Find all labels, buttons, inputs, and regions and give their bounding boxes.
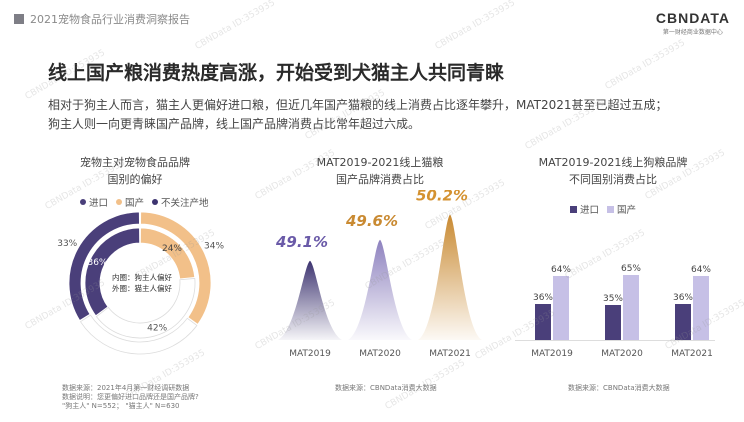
peaks-title-line-2: 国产品牌消费占比	[336, 173, 424, 186]
peak-mat2020	[348, 239, 412, 340]
peak-data-label: 49.6%	[345, 212, 398, 230]
peak-category-label: MAT2021	[429, 349, 471, 359]
bar-title-line-2: 不同国别消费占比	[569, 173, 657, 186]
legend-label: 进口	[580, 205, 600, 216]
bar-category-label: MAT2021	[671, 349, 713, 359]
donut-data-label: 34%	[204, 241, 224, 251]
bar-mat2019-import	[535, 304, 551, 340]
donut-slice-outer-2	[79, 314, 198, 355]
donut-center-text: 外圈：猫主人偏好	[112, 283, 172, 293]
note-sample: "狗主人" N=552； "猫主人" N=630	[62, 402, 180, 410]
note-source: 数据来源：CBNData消费大数据	[335, 384, 437, 392]
note-question: 数据说明：您更偏好进口品牌还是国产品牌?	[62, 393, 199, 401]
note-source: 数据来源：CBNData消费大数据	[568, 384, 670, 392]
donut-title-line-1: 宠物主对宠物食品品牌	[80, 156, 190, 169]
peaks-title-line-1: MAT2019-2021线上猫粮	[316, 156, 444, 169]
donut-data-label: 33%	[57, 239, 77, 249]
donut-data-label: 36%	[87, 258, 107, 268]
donut-data-label: 42%	[147, 323, 167, 333]
logo-text: CBNDATA	[655, 10, 730, 26]
peak-mat2021	[418, 214, 482, 340]
legend-dot-icon	[152, 199, 159, 205]
peak-category-label: MAT2020	[359, 349, 401, 359]
legend-item-import: 进口	[570, 202, 599, 216]
donut-slice-inner-1	[139, 227, 196, 280]
watermark-text: CBNData ID:353935	[433, 0, 517, 52]
donut-slice-inner-2	[95, 278, 196, 339]
bar-mat2019-domestic	[553, 276, 569, 340]
donut-title-line-2: 国别的偏好	[107, 173, 163, 186]
legend-item-domestic: 国产	[607, 202, 636, 216]
bar-mat2020-import	[605, 305, 621, 340]
bar-data-label: 36%	[533, 293, 553, 303]
header-square-icon	[14, 14, 24, 24]
legend-dot-icon	[80, 199, 86, 205]
peak-data-label: 50.2%	[416, 190, 468, 205]
bar-category-label: MAT2019	[531, 349, 573, 359]
page-headline: 线上国产粮消费热度高涨，开始受到犬猫主人共同青睐	[48, 62, 505, 84]
summary-text: 相对于狗主人而言，猫主人更偏好进口粮，但近几年国产猫粮的线上消费占比逐年攀升，M…	[48, 96, 728, 134]
legend-square-icon	[607, 205, 615, 213]
bar-mat2021-domestic	[693, 276, 709, 340]
donut-notes: 数据来源：2021年4月第一财经调研数据 数据说明：您更偏好进口品牌还是国产品牌…	[62, 384, 262, 411]
summary-line-1: 相对于狗主人而言，猫主人更偏好进口粮，但近几年国产猫粮的线上消费占比逐年攀升，M…	[48, 98, 668, 112]
bar-category-label: MAT2020	[601, 349, 643, 359]
bar-data-label: 65%	[621, 264, 641, 274]
bar-data-label: 64%	[691, 265, 711, 275]
cbndata-logo: CBNDATA 第一财经商业数据中心	[656, 10, 730, 36]
donut-slice-outer-0	[68, 211, 140, 322]
bar-mat2020-domestic	[623, 275, 639, 340]
bar-legend: 进口 国产	[570, 202, 636, 216]
bar-data-label: 64%	[551, 265, 571, 275]
bar-data-label: 35%	[603, 294, 623, 304]
donut-data-label: 24%	[162, 244, 182, 254]
summary-line-2: 狗主人则一向更青睐国产品牌，线上国产品牌消费占比常年超过六成。	[48, 117, 421, 131]
legend-item-import: 进口	[80, 195, 108, 209]
donut-slice-outer-1	[140, 211, 212, 325]
peaks-notes: 数据来源：CBNData消费大数据	[335, 384, 495, 393]
peak-data-label: 49.1%	[275, 233, 328, 251]
donut-center-text: 内圈：狗主人偏好	[112, 272, 172, 282]
bar-mat2021-import	[675, 304, 691, 340]
note-source: 数据来源：2021年4月第一财经调研数据	[62, 384, 190, 392]
donut-legend: 进口 国产 不关注产地	[80, 195, 209, 209]
legend-label: 国产	[617, 205, 637, 216]
watermark-text: CBNData ID:353935	[603, 38, 687, 92]
bar-notes: 数据来源：CBNData消费大数据	[568, 384, 728, 393]
watermark-text: CBNData ID:353935	[193, 0, 277, 52]
report-title: 2021宠物食品行业消费洞察报告	[30, 13, 190, 26]
peak-mat2019	[278, 260, 342, 340]
grouped-bar-chart: 36% 64% MAT2019 35% 65% MAT2020 36% 64% MAT2021	[515, 264, 715, 359]
legend-square-icon	[570, 205, 577, 213]
bar-data-label: 36%	[673, 293, 693, 303]
donut-slice-inner-0	[84, 227, 141, 317]
legend-label: 国产	[125, 198, 145, 209]
legend-dot-icon	[116, 199, 123, 205]
legend-item-indifferent: 不关注产地	[152, 195, 209, 209]
peak-category-label: MAT2019	[289, 349, 331, 359]
bar-title-line-1: MAT2019-2021线上狗粮品牌	[538, 156, 688, 169]
peaks-chart: 49.1% MAT2019 49.6% MAT2020 50.2% MAT2021	[275, 190, 482, 359]
donut-title: 宠物主对宠物食品品牌 国别的偏好	[40, 154, 230, 188]
legend-label: 进口	[89, 198, 109, 209]
peaks-title: MAT2019-2021线上猫粮 国产品牌消费占比	[285, 154, 475, 188]
bar-title: MAT2019-2021线上狗粮品牌 不同国别消费占比	[508, 154, 718, 188]
legend-label: 不关注产地	[161, 198, 209, 209]
legend-item-domestic: 国产	[116, 195, 144, 209]
logo-subtitle: 第一财经商业数据中心	[662, 29, 723, 36]
